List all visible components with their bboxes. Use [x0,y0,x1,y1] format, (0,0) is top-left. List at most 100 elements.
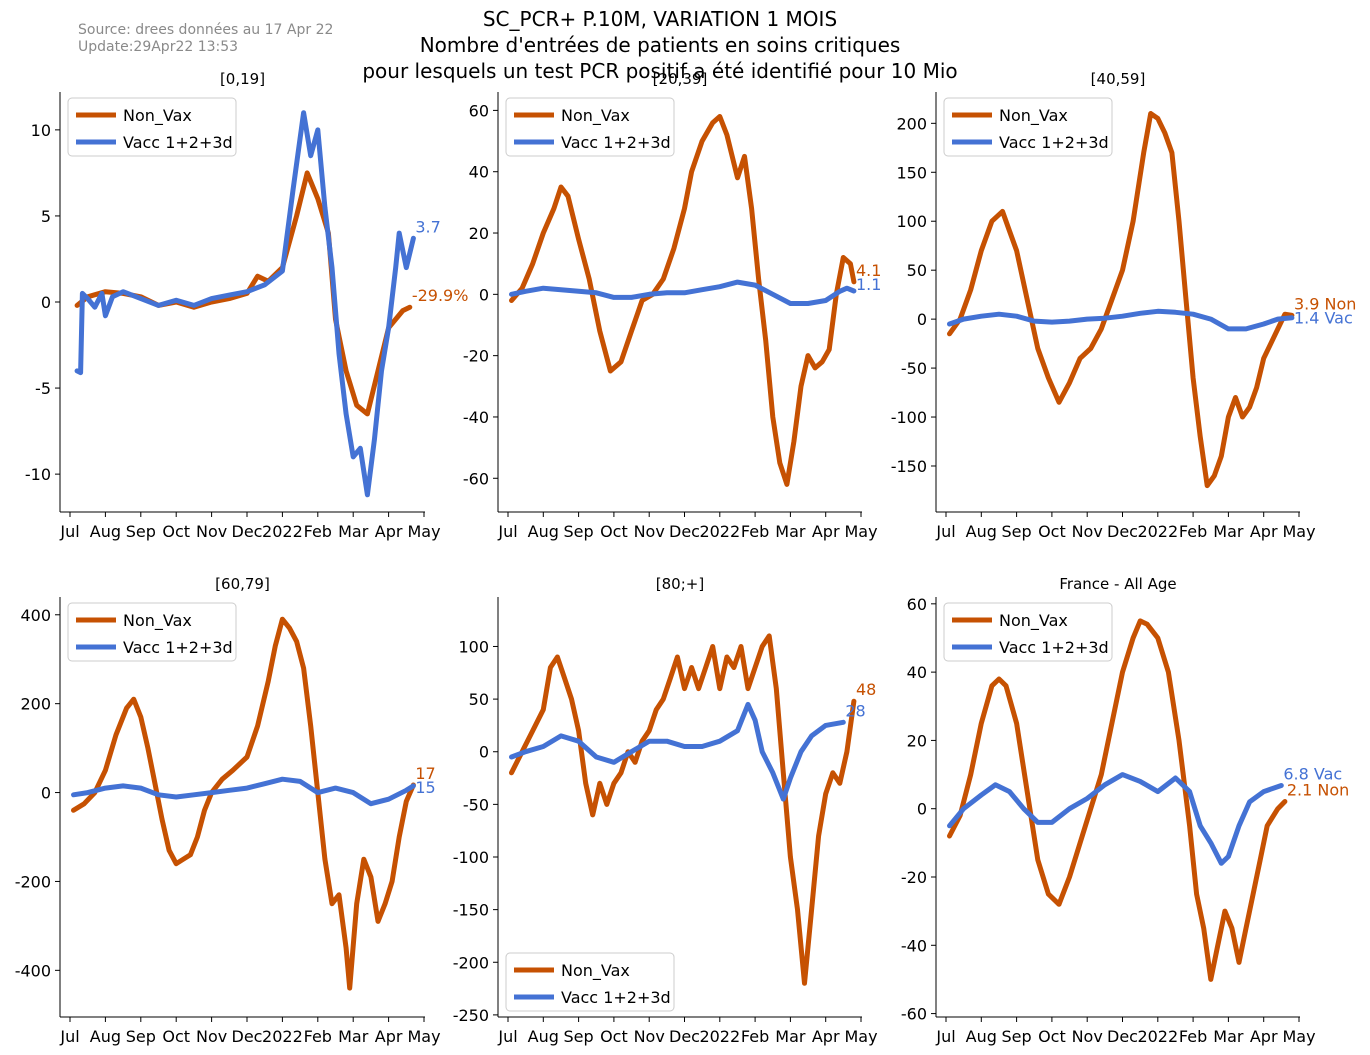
y-tick-label: 100 [896,212,927,231]
x-tick-label: Apr [1250,1027,1278,1046]
panel-2: [20,39] 60 40 20 0 -20 -40 -60 Jul Aug Sep Oct Nov De… [463,70,882,541]
y-tick-label: -60 [463,469,489,488]
y-tick-label: 50 [469,690,489,709]
series-end-label: 28 [845,701,865,720]
y-tick-label: -150 [891,457,927,476]
y-tick-label: 10 [31,121,51,140]
y-tick-label: 100 [458,637,489,656]
x-tick-label: Aug [966,522,997,541]
x-tick-label: May [1282,522,1315,541]
x-tick-label: Jul [935,1027,955,1046]
x-tick-label: Sep [564,1027,594,1046]
y-tick-label: -50 [463,795,489,814]
y-tick-label: 5 [41,207,51,226]
legend-label: Vacc 1+2+3d [561,988,671,1007]
y-tick-label: 0 [479,285,489,304]
series-end-label: 3.9 Non [1294,294,1356,313]
x-tick-label: Nov [196,1027,227,1046]
figure-title-line-3: pour lesquels un test PCR positif a été … [362,59,958,83]
series-line-non-vax [509,633,857,986]
x-tick-label: Sep [564,522,594,541]
x-tick-label: Apr [812,522,840,541]
series-line-non-vax [947,618,1288,982]
y-tick-label: -200 [453,953,489,972]
series-line-non-vax [947,111,1295,489]
y-tick-label: -40 [463,408,489,427]
x-tick-label: Mar [338,1027,369,1046]
x-tick-label: Dec [232,1027,263,1046]
y-tick-label: 200 [896,114,927,133]
x-tick-label: Sep [1002,1027,1032,1046]
x-tick-label: Mar [1213,522,1244,541]
legend-label: Non_Vax [561,106,630,126]
series-end-label: -29.9% [412,286,469,305]
x-tick-label: Nov [196,522,227,541]
x-tick-label: Apr [375,1027,403,1046]
x-tick-label: Dec [232,522,263,541]
x-tick-label: Mar [1213,1027,1244,1046]
panel-4: [60,79] 400 200 0 -200 -400 Jul Aug Sep Oct Nov Dec… [15,575,441,1046]
y-tick-label: -20 [463,347,489,366]
x-tick-label: 2022 [699,522,740,541]
legend-label: Non_Vax [123,106,192,126]
x-tick-label: May [844,1027,877,1046]
y-tick-label: -60 [901,1005,927,1024]
x-tick-label: 2022 [262,522,303,541]
x-tick-label: Feb [741,522,769,541]
x-tick-label: Nov [1072,1027,1103,1046]
y-tick-label: -200 [15,872,51,891]
x-tick-label: Nov [1072,522,1103,541]
x-tick-label: Sep [126,1027,156,1046]
panel-5: [80;+] 100 50 0 -50 -100 -150 -200 -250 Jul Aug Sep… [453,575,878,1046]
panel-1: [0,19] 10 5 0 -5 -10 Jul Aug Sep Oct Nov Dec 2022 Feb… [25,70,469,541]
y-tick-label: 0 [41,784,51,803]
y-tick-label: 40 [907,663,927,682]
y-tick-label: -5 [35,379,51,398]
legend-label: Non_Vax [123,611,192,631]
x-tick-label: Oct [600,1027,628,1046]
x-tick-label: Nov [634,1027,665,1046]
y-tick-label: 200 [20,695,51,714]
x-tick-label: 2022 [1137,522,1178,541]
series-end-label: 6.8 Vac [1283,764,1342,783]
panel-3: [40,59] 200 150 100 50 0 -50 -100 -150 Jul Aug Sep O… [891,70,1357,541]
panel-6: France - All Age 60 40 20 0 -20 -40 -60 Jul Aug Se… [901,575,1349,1046]
x-tick-label: Aug [528,1027,559,1046]
legend-label: Vacc 1+2+3d [561,133,671,152]
x-tick-label: Jul [59,522,79,541]
x-tick-label: Mar [338,522,369,541]
x-tick-label: Apr [375,522,403,541]
x-tick-label: Feb [304,522,332,541]
panel-title: [20,39] [653,70,708,88]
panel-title: France - All Age [1059,575,1176,593]
figure-title-line-2: Nombre d'entrées de patients en soins cr… [419,33,901,57]
panel-title: [40,59] [1091,70,1146,88]
y-tick-label: 60 [469,101,489,120]
legend-label: Non_Vax [561,961,630,981]
x-tick-label: Feb [1179,522,1207,541]
series-line-vacc [947,308,1295,332]
y-tick-label: 0 [41,293,51,312]
x-tick-label: May [407,522,440,541]
series-end-label: 1.1 [856,275,881,294]
series-line-vacc [509,279,857,306]
figure-title-line-1: SC_PCR+ P.10M, VARIATION 1 MOIS [482,7,838,31]
y-tick-label: 60 [907,595,927,614]
legend-label: Vacc 1+2+3d [999,133,1109,152]
series-end-label: 17 [415,764,435,783]
y-tick-label: 400 [20,606,51,625]
x-tick-label: Dec [669,1027,700,1046]
series-end-label: 48 [856,680,876,699]
y-tick-label: -100 [891,408,927,427]
legend-label: Vacc 1+2+3d [123,638,233,657]
y-tick-label: 20 [469,224,489,243]
x-tick-label: Feb [1179,1027,1207,1046]
x-tick-label: Oct [162,1027,190,1046]
update-line: Update:29Apr22 13:53 [78,39,239,55]
y-tick-label: 50 [907,261,927,280]
x-tick-label: Mar [775,1027,806,1046]
series-end-label: 15 [415,778,435,797]
y-tick-label: 40 [469,163,489,182]
y-tick-label: 0 [479,743,489,762]
